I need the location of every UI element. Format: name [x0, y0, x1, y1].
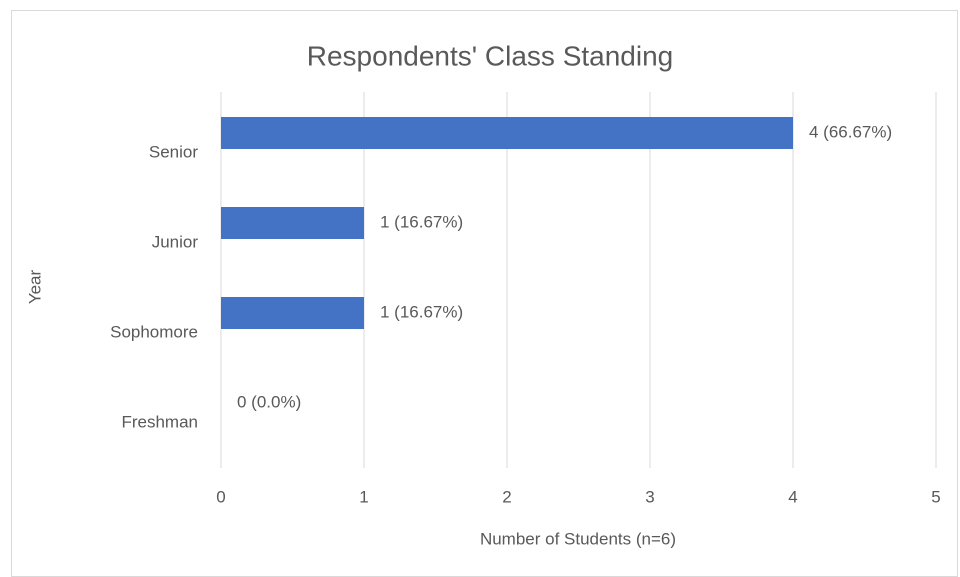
value-label: 1 (16.67%) [380, 302, 463, 321]
bar [221, 297, 364, 329]
chart-frame [11, 10, 958, 577]
value-label: 1 (16.67%) [380, 212, 463, 231]
bar [221, 117, 793, 149]
x-tick-label: 3 [645, 487, 654, 506]
x-tick-label: 4 [788, 487, 797, 506]
x-tick-label: 2 [502, 487, 511, 506]
x-tick-label: 0 [216, 487, 225, 506]
y-axis-label: Year [25, 269, 44, 304]
x-axis-label: Number of Students (n=6) [480, 529, 676, 548]
value-label: 4 (66.67%) [809, 122, 892, 141]
value-label: 0 (0.0%) [237, 392, 301, 411]
x-tick-label: 5 [931, 487, 940, 506]
x-tick-label: 1 [359, 487, 368, 506]
y-tick-label: Sophomore [110, 322, 198, 341]
y-tick-label: Senior [149, 142, 198, 161]
y-tick-label: Junior [152, 232, 199, 251]
chart-title: Respondents' Class Standing [307, 40, 673, 71]
bar [221, 207, 364, 239]
y-tick-label: Freshman [121, 412, 198, 431]
